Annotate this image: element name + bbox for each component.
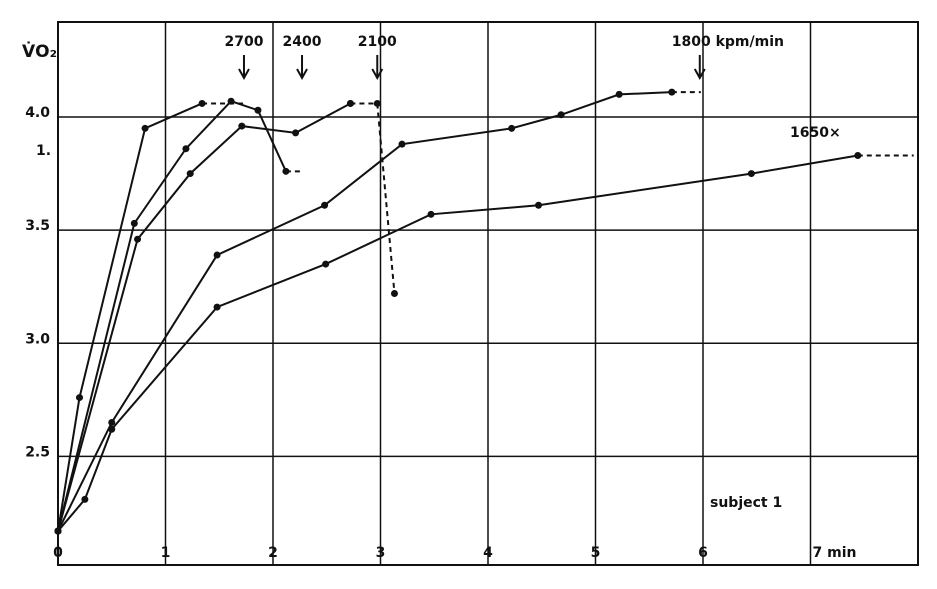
arrow-label: 2700 [224, 34, 263, 50]
point [254, 106, 262, 114]
point [54, 527, 62, 535]
point [186, 170, 194, 178]
arrow-head [371, 68, 384, 81]
point [321, 201, 329, 209]
point [322, 260, 330, 268]
y-tick-label: 3.5 [25, 218, 50, 234]
series-line [57, 91, 672, 532]
series-line [57, 102, 203, 532]
x-tick-label: 7 min [813, 545, 857, 561]
point [615, 90, 623, 98]
y-tick-label: 2.5 [25, 444, 50, 460]
point [134, 235, 142, 243]
point [108, 425, 116, 433]
point [227, 97, 235, 105]
point [557, 111, 565, 119]
point [390, 290, 398, 297]
arrow-head [693, 68, 706, 81]
point [508, 124, 516, 132]
point [747, 170, 755, 178]
arrow-head [296, 68, 308, 81]
series-line [350, 102, 396, 294]
arrow-head [238, 68, 250, 81]
point [346, 99, 354, 107]
y-tick-label: 4.0 [25, 105, 50, 121]
point [76, 394, 83, 402]
point [81, 495, 89, 503]
series-line [57, 100, 287, 532]
point [130, 219, 138, 227]
stray-label: 1. [36, 143, 51, 159]
end-label: 1650× [790, 125, 841, 141]
point [108, 418, 116, 426]
point [213, 251, 221, 259]
point [213, 303, 221, 311]
arrow-label: 1800 kpm/min [672, 34, 784, 50]
point [238, 122, 246, 130]
y-axis-label: V̇O₂ [22, 41, 57, 62]
arrow-label: 2100 [358, 34, 397, 50]
point [427, 210, 435, 218]
y-tick-label: 3.0 [25, 331, 50, 347]
point [373, 99, 381, 107]
arrow-label: 2400 [283, 34, 322, 50]
point [182, 145, 190, 153]
point [292, 129, 300, 137]
series-line [57, 102, 351, 532]
x-tick-label: 0 [53, 545, 63, 561]
point [535, 201, 543, 209]
point [141, 124, 149, 132]
note: subject 1 [710, 495, 782, 511]
point [398, 140, 406, 148]
